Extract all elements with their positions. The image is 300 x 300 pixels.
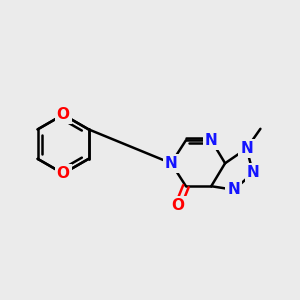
Text: O: O [57,107,70,122]
Text: N: N [205,133,217,148]
Text: N: N [165,156,178,171]
Text: O: O [172,198,184,213]
Text: N: N [247,166,260,181]
Text: N: N [227,182,240,197]
Text: N: N [240,141,253,156]
Text: O: O [57,166,70,181]
